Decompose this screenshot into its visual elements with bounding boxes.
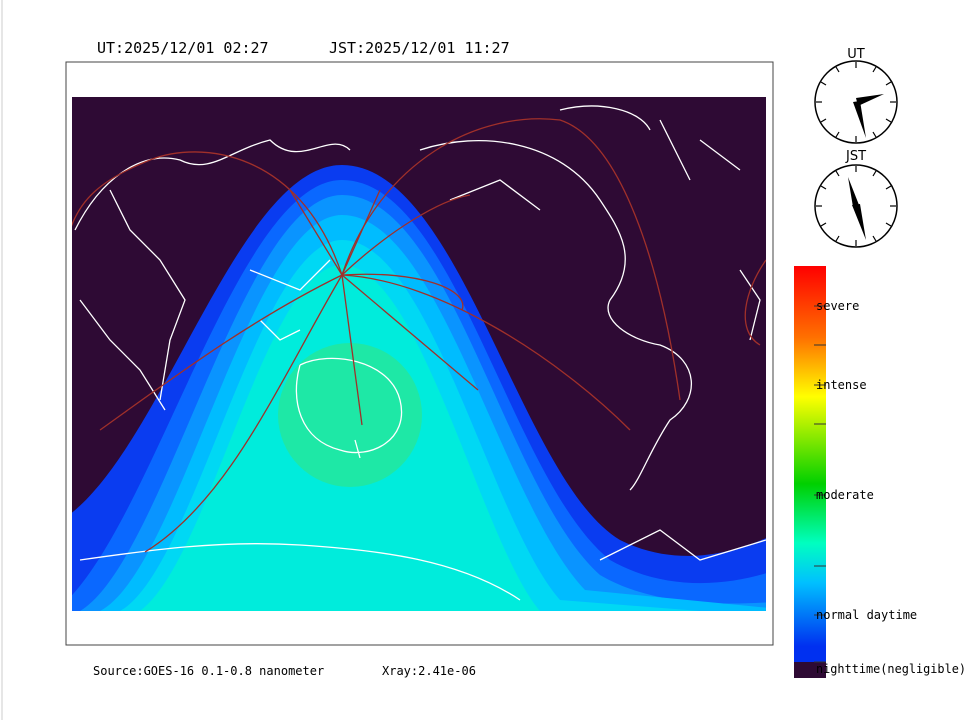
legend-label: normal daytime <box>816 608 917 622</box>
xray: Xray:2.41e-06 <box>382 664 476 678</box>
legend-label: moderate <box>816 488 874 502</box>
ut-clock <box>814 60 898 144</box>
clock-label: JST <box>845 149 866 164</box>
legend-label: severe <box>816 299 859 313</box>
ut-time: UT:2025/12/01 02:27 <box>97 39 269 57</box>
jst-time: JST:2025/12/01 11:27 <box>329 39 510 57</box>
jst-clock <box>814 164 898 248</box>
map <box>72 97 766 611</box>
source: Source:GOES-16 0.1-0.8 nanometer <box>93 664 324 678</box>
clock-label: UT <box>847 47 865 62</box>
legend-label: nighttime(negligible) <box>816 662 966 676</box>
color-bar <box>794 266 826 678</box>
legend-label: intense <box>816 378 867 392</box>
